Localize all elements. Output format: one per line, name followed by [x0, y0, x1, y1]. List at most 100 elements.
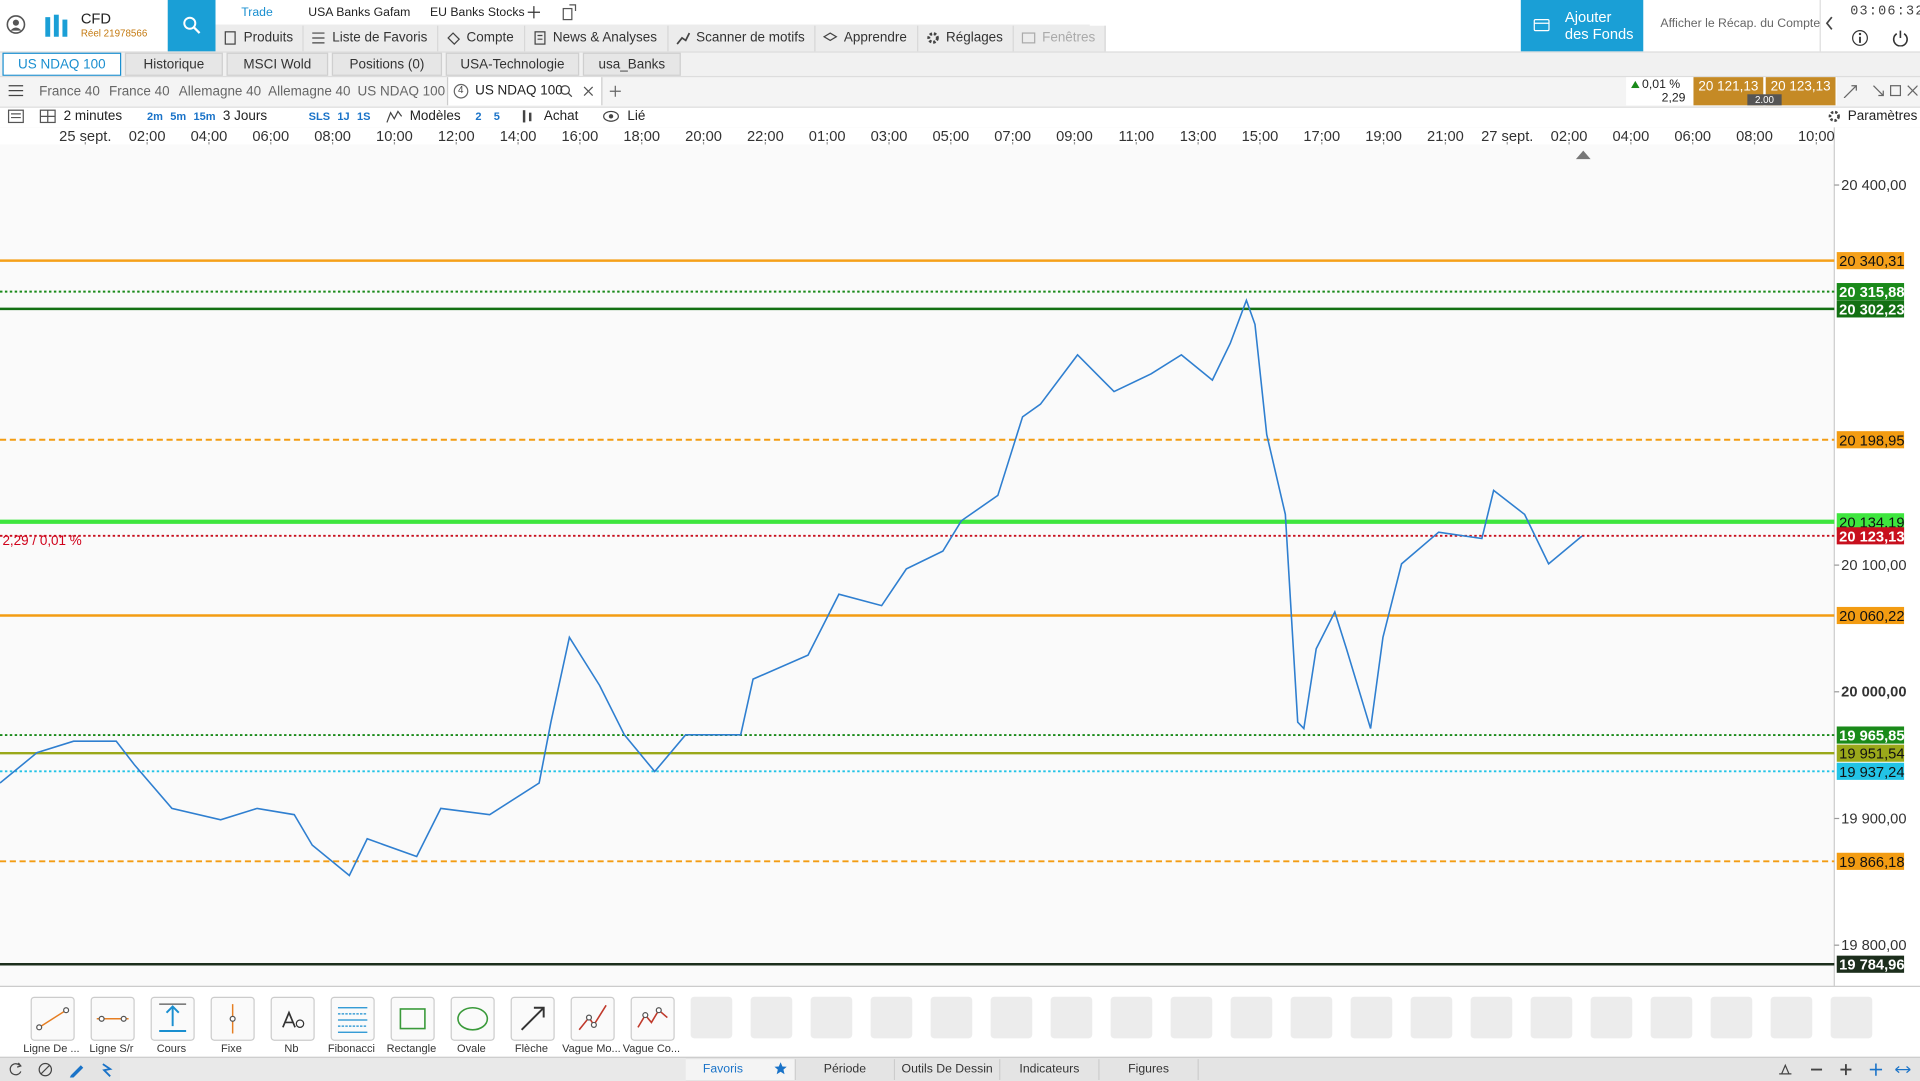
watchlist-tab[interactable]: USA-Technologie — [445, 52, 580, 76]
templates-icon[interactable] — [385, 109, 402, 124]
tool-button[interactable] — [570, 996, 615, 1041]
power-icon[interactable] — [1892, 29, 1909, 47]
chart-tab[interactable]: France 40 — [39, 83, 100, 99]
quick-interval[interactable]: 5m — [170, 110, 187, 123]
tool-button[interactable] — [450, 996, 495, 1041]
link[interactable]: Lié — [627, 108, 646, 124]
tabs-menu[interactable] — [8, 84, 24, 97]
chart-tab[interactable]: France 40 — [108, 83, 170, 99]
tool-slot[interactable] — [1290, 996, 1333, 1039]
tool-button[interactable] — [90, 996, 135, 1041]
add-tab[interactable] — [527, 5, 542, 20]
user-icon[interactable] — [6, 15, 26, 35]
fund-button[interactable]: Ajouter des Fonds — [1520, 0, 1644, 52]
quick-interval[interactable]: 2m — [146, 110, 163, 123]
tool-slot[interactable] — [1110, 996, 1153, 1039]
tool-label: Vague Co... — [622, 1042, 681, 1055]
tool-button[interactable] — [270, 996, 315, 1041]
tool-slot[interactable] — [810, 996, 853, 1039]
watchlist-tab[interactable]: MSCI Wold — [226, 52, 329, 76]
tool-slot[interactable] — [990, 996, 1033, 1039]
tool-slot[interactable] — [690, 996, 733, 1039]
top-tab[interactable]: Trade — [241, 5, 273, 19]
tool-slot[interactable] — [1350, 996, 1393, 1039]
quote-box: 0,01 % 2,29 20 121,13 20 123,13 2.00 — [1626, 77, 1837, 106]
list-icon[interactable] — [7, 109, 24, 124]
tool-slot[interactable] — [1830, 996, 1873, 1039]
tool-slot[interactable] — [1230, 996, 1273, 1039]
x-tick-label: 22:00 — [747, 129, 784, 145]
templates[interactable]: Modèles — [409, 108, 461, 124]
quick-interval[interactable]: 15m — [193, 110, 216, 123]
chart-tab[interactable]: Allemagne 40 — [268, 83, 351, 99]
menu-item[interactable]: Produits — [215, 25, 305, 51]
level-label: 19 965,85 — [1839, 729, 1904, 745]
tool-button[interactable] — [390, 996, 435, 1041]
tool-button[interactable] — [30, 996, 75, 1041]
tool-slot[interactable] — [750, 996, 793, 1039]
tool-slot[interactable] — [1590, 996, 1633, 1039]
collapse[interactable] — [1824, 16, 1834, 31]
info-icon[interactable] — [1851, 29, 1868, 46]
tool-slot[interactable] — [1050, 996, 1093, 1039]
watchlist-tab[interactable]: Historique — [124, 52, 223, 76]
tool-button[interactable] — [150, 996, 195, 1041]
menu-item[interactable]: Apprendre — [815, 25, 918, 51]
tool-slot[interactable] — [1530, 996, 1573, 1039]
watchlist-tab[interactable]: usa_Banks — [582, 52, 681, 76]
tool-slot[interactable] — [930, 996, 973, 1039]
menu-item[interactable]: News & Analyses — [524, 25, 668, 51]
x-tick-label: 02:00 — [129, 129, 166, 145]
tool-button[interactable] — [210, 996, 255, 1041]
bottom-tab[interactable]: Outils De Dessin — [895, 1059, 1001, 1081]
side-icon[interactable] — [519, 109, 536, 124]
tool-slot[interactable] — [1170, 996, 1213, 1039]
settings[interactable]: Paramètres — [1827, 109, 1917, 124]
level-tag — [1836, 744, 1905, 762]
layout-icon[interactable] — [39, 109, 56, 124]
range-button[interactable]: 1S — [357, 110, 371, 123]
bottom-tab[interactable]: Période — [795, 1059, 896, 1081]
range[interactable]: 3 Jours — [222, 108, 268, 124]
range-button[interactable]: 1J — [337, 110, 350, 123]
tool-slot[interactable] — [1410, 996, 1453, 1039]
tool-label: Vague Mo... — [562, 1042, 621, 1055]
bottom-tab[interactable]: Indicateurs — [1000, 1059, 1100, 1081]
tool-button[interactable] — [330, 996, 375, 1041]
tool-slot[interactable] — [1710, 996, 1753, 1039]
tool-button[interactable] — [510, 996, 555, 1041]
link-icon[interactable] — [603, 109, 620, 124]
count-button[interactable]: 2 — [475, 110, 482, 123]
detach-icon[interactable] — [562, 4, 577, 21]
bottom-tab[interactable]: Favoris — [685, 1059, 796, 1081]
tool-button[interactable] — [630, 996, 675, 1041]
menu-item[interactable]: Réglages — [917, 25, 1014, 51]
new-chart-tab[interactable] — [609, 84, 622, 97]
window-controls[interactable] — [1842, 83, 1918, 98]
watchlist-tabs: US NDAQ 100 Historique MSCI Wold Positions … — [2, 52, 684, 76]
menu-item[interactable]: Liste de Favoris — [304, 25, 439, 51]
active-chart-tab[interactable]: 4 US NDAQ 100 — [446, 77, 603, 106]
tool-slot[interactable] — [870, 996, 913, 1039]
tool-slot[interactable] — [1770, 996, 1813, 1039]
level-tag — [1836, 300, 1905, 318]
tool-slot[interactable] — [1650, 996, 1693, 1039]
menu-label: News & Analyses — [552, 30, 657, 46]
menu-item[interactable]: Scanner de motifs — [667, 25, 816, 51]
bottom-tab[interactable]: Figures — [1099, 1059, 1199, 1081]
level-label: 19 937,24 — [1839, 765, 1904, 781]
count-button[interactable]: 5 — [493, 110, 500, 123]
side[interactable]: Achat — [543, 108, 579, 124]
menu-item[interactable]: Compte — [438, 25, 525, 51]
interval[interactable]: 2 minutes — [63, 108, 123, 124]
summary-link[interactable]: Afficher le Récap. du Compte — [1660, 17, 1821, 31]
chart-tab[interactable]: Allemagne 40 — [178, 83, 262, 99]
search-button[interactable] — [167, 0, 216, 52]
chart-tab[interactable]: US NDAQ 100 — [357, 83, 446, 99]
watchlist-tab[interactable]: US NDAQ 100 — [2, 52, 122, 76]
watchlist-tab[interactable]: Positions (0) — [331, 52, 443, 76]
range-button[interactable]: SLS — [308, 110, 331, 123]
tool-slot[interactable] — [1470, 996, 1513, 1039]
top-tab[interactable]: EU Banks Stocks — [429, 5, 525, 19]
top-tab[interactable]: USA Banks Gafam — [308, 5, 411, 19]
